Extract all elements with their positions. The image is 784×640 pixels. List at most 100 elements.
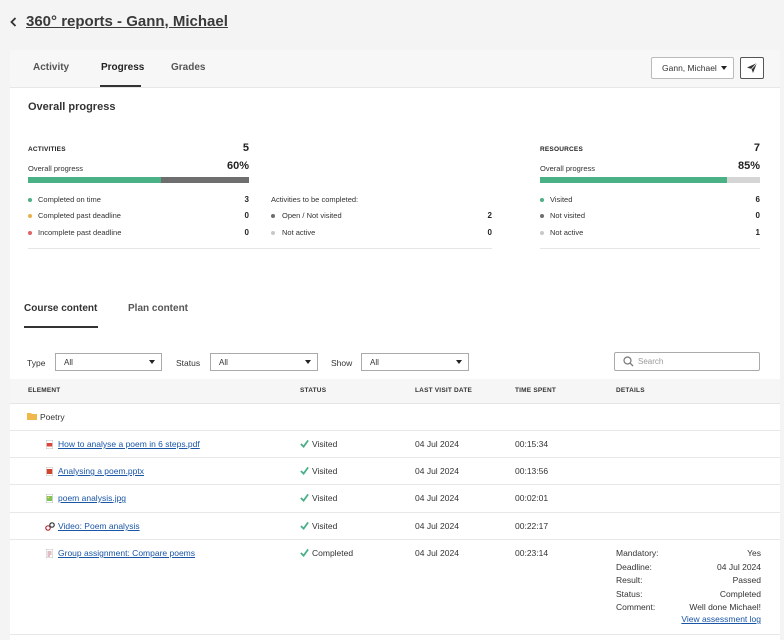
user-select[interactable]: Gann, Michael xyxy=(651,57,734,79)
status-filter-label: Status xyxy=(176,358,201,368)
row-divider xyxy=(10,512,780,513)
activities-to-complete-label: Activities to be completed: xyxy=(271,195,359,204)
tab-activity[interactable]: Activity xyxy=(33,62,70,73)
row-last-visit-date: 04 Jul 2024 xyxy=(415,521,459,531)
status-dot xyxy=(28,231,32,235)
visited-label: Visited xyxy=(550,195,573,204)
activities-progress-bar xyxy=(28,177,249,183)
row-status: Visited xyxy=(312,439,338,449)
tab-grades[interactable]: Grades xyxy=(171,62,206,73)
completed-past-deadline-label: Completed past deadline xyxy=(38,211,121,220)
row-status: Visited xyxy=(312,466,338,476)
resources-progress-bar xyxy=(540,177,760,183)
status-dot xyxy=(540,198,544,202)
checkmark-icon xyxy=(300,521,309,530)
row-time-spent: 00:15:34 xyxy=(515,439,549,449)
open-not-visited-label: Open / Not visited xyxy=(282,211,342,220)
not-active-resources-label: Not active xyxy=(550,228,584,237)
status-filter-select[interactable]: All xyxy=(210,353,318,371)
send-button[interactable] xyxy=(740,57,764,79)
overall-progress-title: Overall progress xyxy=(28,101,116,113)
type-filter-select[interactable]: All xyxy=(55,353,162,371)
row-last-visit-date: 04 Jul 2024 xyxy=(415,493,459,503)
show-filter-label: Show xyxy=(331,358,353,368)
row-status: Completed xyxy=(312,548,354,558)
type-filter-value: All xyxy=(64,357,73,367)
resources-caption: RESOURCES xyxy=(540,146,583,153)
checkmark-icon xyxy=(300,439,309,448)
row-divider xyxy=(10,634,780,635)
page-title: 360° reports - Gann, Michael xyxy=(26,13,228,30)
detail-value: Passed xyxy=(732,575,761,585)
detail-label: Deadline: xyxy=(616,562,652,572)
not-active-activities-label: Not active xyxy=(282,228,316,237)
activities-caption: ACTIVITIES xyxy=(28,146,66,153)
search-input[interactable]: Search xyxy=(614,352,760,371)
element-link[interactable]: Analysing a poem.pptx xyxy=(58,466,144,476)
activities-count: 5 xyxy=(242,142,249,154)
detail-label: Result: xyxy=(616,575,643,585)
pdf-icon xyxy=(46,440,53,449)
row-time-spent: 00:13:56 xyxy=(515,466,549,476)
caret-down-icon xyxy=(721,66,727,70)
table-header xyxy=(10,379,780,404)
link-icon xyxy=(45,522,55,531)
view-assessment-log-link[interactable]: View assessment log xyxy=(681,614,761,624)
row-last-visit-date: 04 Jul 2024 xyxy=(415,466,459,476)
not-active-activities-value: 0 xyxy=(487,228,492,237)
tab-active-indicator xyxy=(100,85,141,87)
search-placeholder: Search xyxy=(638,357,664,366)
detail-label: Comment: xyxy=(616,602,656,612)
row-last-visit-date: 04 Jul 2024 xyxy=(415,439,459,449)
row-divider xyxy=(10,484,780,485)
completed-on-time-value: 3 xyxy=(244,195,249,204)
detail-value: 04 Jul 2024 xyxy=(717,562,761,572)
tab-progress[interactable]: Progress xyxy=(101,62,145,73)
divider xyxy=(540,248,760,249)
search-icon xyxy=(623,356,634,367)
content-tab-active-indicator xyxy=(24,326,98,328)
detail-label: Mandatory: xyxy=(616,548,659,558)
resources-progress-fill xyxy=(540,177,727,183)
back-button[interactable] xyxy=(6,12,20,32)
chevron-left-icon xyxy=(9,17,16,27)
caret-down-icon xyxy=(305,360,311,364)
visited-value: 6 xyxy=(755,195,760,204)
tab-plan-content[interactable]: Plan content xyxy=(128,303,189,314)
element-link[interactable]: How to analyse a poem in 6 steps.pdf xyxy=(58,439,200,449)
status-dot xyxy=(28,214,32,218)
detail-value: Completed xyxy=(719,589,761,599)
col-details: DETAILS xyxy=(616,387,645,394)
detail-value: Yes xyxy=(747,548,761,558)
status-dot xyxy=(271,214,275,218)
row-divider xyxy=(10,539,780,540)
element-link[interactable]: Group assignment: Compare poems xyxy=(58,548,196,558)
resources-progress-pct: 85% xyxy=(737,160,760,172)
show-filter-select[interactable]: All xyxy=(361,353,469,371)
col-element: ELEMENT xyxy=(28,387,61,394)
resources-count: 7 xyxy=(753,142,760,154)
tab-course-content[interactable]: Course content xyxy=(24,303,98,314)
row-status: Visited xyxy=(312,493,338,503)
pptx-icon xyxy=(46,467,53,476)
row-time-spent: 00:02:01 xyxy=(515,493,549,503)
element-link[interactable]: poem analysis.jpg xyxy=(58,493,127,503)
folder-icon xyxy=(27,413,37,420)
folder-name: Poetry xyxy=(40,412,65,422)
col-last-visit-date: LAST VISIT DATE xyxy=(415,387,473,394)
row-time-spent: 00:22:17 xyxy=(515,521,549,531)
element-link[interactable]: Video: Poem analysis xyxy=(58,521,140,531)
image-icon xyxy=(46,494,53,503)
not-active-resources-value: 1 xyxy=(755,228,760,237)
checkmark-icon xyxy=(300,548,309,557)
incomplete-past-deadline-label: Incomplete past deadline xyxy=(38,228,122,237)
divider xyxy=(28,248,492,249)
col-status: STATUS xyxy=(300,387,327,394)
not-visited-value: 0 xyxy=(755,211,760,220)
not-visited-label: Not visited xyxy=(550,211,586,220)
row-divider xyxy=(10,430,780,431)
open-not-visited-value: 2 xyxy=(487,211,492,220)
completed-past-deadline-value: 0 xyxy=(244,211,249,220)
checkmark-icon xyxy=(300,493,309,502)
status-dot xyxy=(271,231,275,235)
